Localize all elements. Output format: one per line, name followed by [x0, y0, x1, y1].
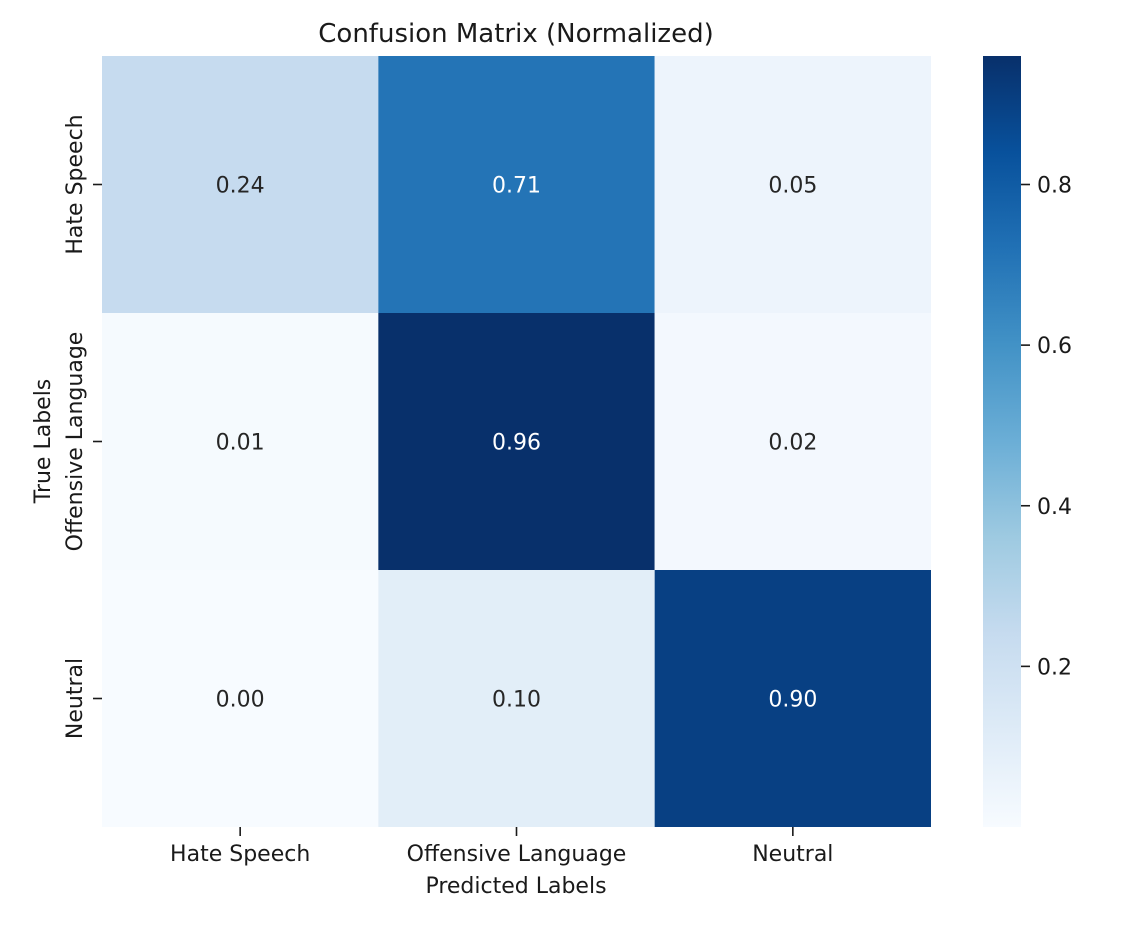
- cell-value-label: 0.05: [768, 174, 817, 199]
- heatmap-cell: [102, 313, 379, 570]
- y-tick-label: Offensive Language: [63, 332, 88, 552]
- colorbar: [983, 56, 1021, 827]
- y-axis-label: True Labels: [31, 379, 56, 505]
- x-axis-label: Predicted Labels: [425, 874, 606, 899]
- cell-value-label: 0.71: [492, 174, 541, 199]
- cell-value-label: 0.24: [216, 174, 265, 199]
- colorbar-ticks: 0.2 0.4 0.6 0.8: [1021, 174, 1072, 680]
- heatmap-cell: [654, 313, 931, 570]
- x-tick-label: Neutral: [752, 842, 833, 867]
- y-tick-label: Hate Speech: [63, 114, 88, 254]
- colorbar-tick-label: 0.4: [1037, 495, 1072, 520]
- heatmap-cell: [654, 570, 931, 827]
- cell-value-label: 0.90: [768, 688, 817, 713]
- cell-value-label: 0.00: [216, 688, 265, 713]
- colorbar-tick-label: 0.6: [1037, 334, 1072, 359]
- heatmap-cell: [378, 313, 655, 570]
- cell-value-label: 0.10: [492, 688, 541, 713]
- x-axis-ticks: Hate Speech Offensive Language Neutral: [170, 827, 833, 867]
- x-tick-label: Offensive Language: [407, 842, 627, 867]
- heatmap-cell: [378, 570, 655, 827]
- cell-value-label: 0.02: [768, 431, 817, 456]
- cell-value-label: 0.01: [216, 431, 265, 456]
- y-tick-label: Neutral: [63, 658, 88, 739]
- heatmap-cells: [102, 56, 931, 827]
- heatmap-cell: [102, 570, 379, 827]
- colorbar-tick-label: 0.8: [1037, 174, 1072, 199]
- chart-title: Confusion Matrix (Normalized): [318, 19, 713, 49]
- heatmap-cell-labels: 0.24 0.71 0.05 0.01 0.96 0.02 0.00 0.10 0.90: [216, 174, 818, 713]
- colorbar-tick-label: 0.2: [1037, 655, 1072, 680]
- cell-value-label: 0.96: [492, 431, 541, 456]
- heatmap-cell: [654, 56, 931, 313]
- x-tick-label: Hate Speech: [170, 842, 310, 867]
- y-axis-ticks: Hate Speech Offensive Language Neutral: [63, 114, 102, 739]
- heatmap-cell: [378, 56, 655, 313]
- heatmap-cell: [102, 56, 379, 313]
